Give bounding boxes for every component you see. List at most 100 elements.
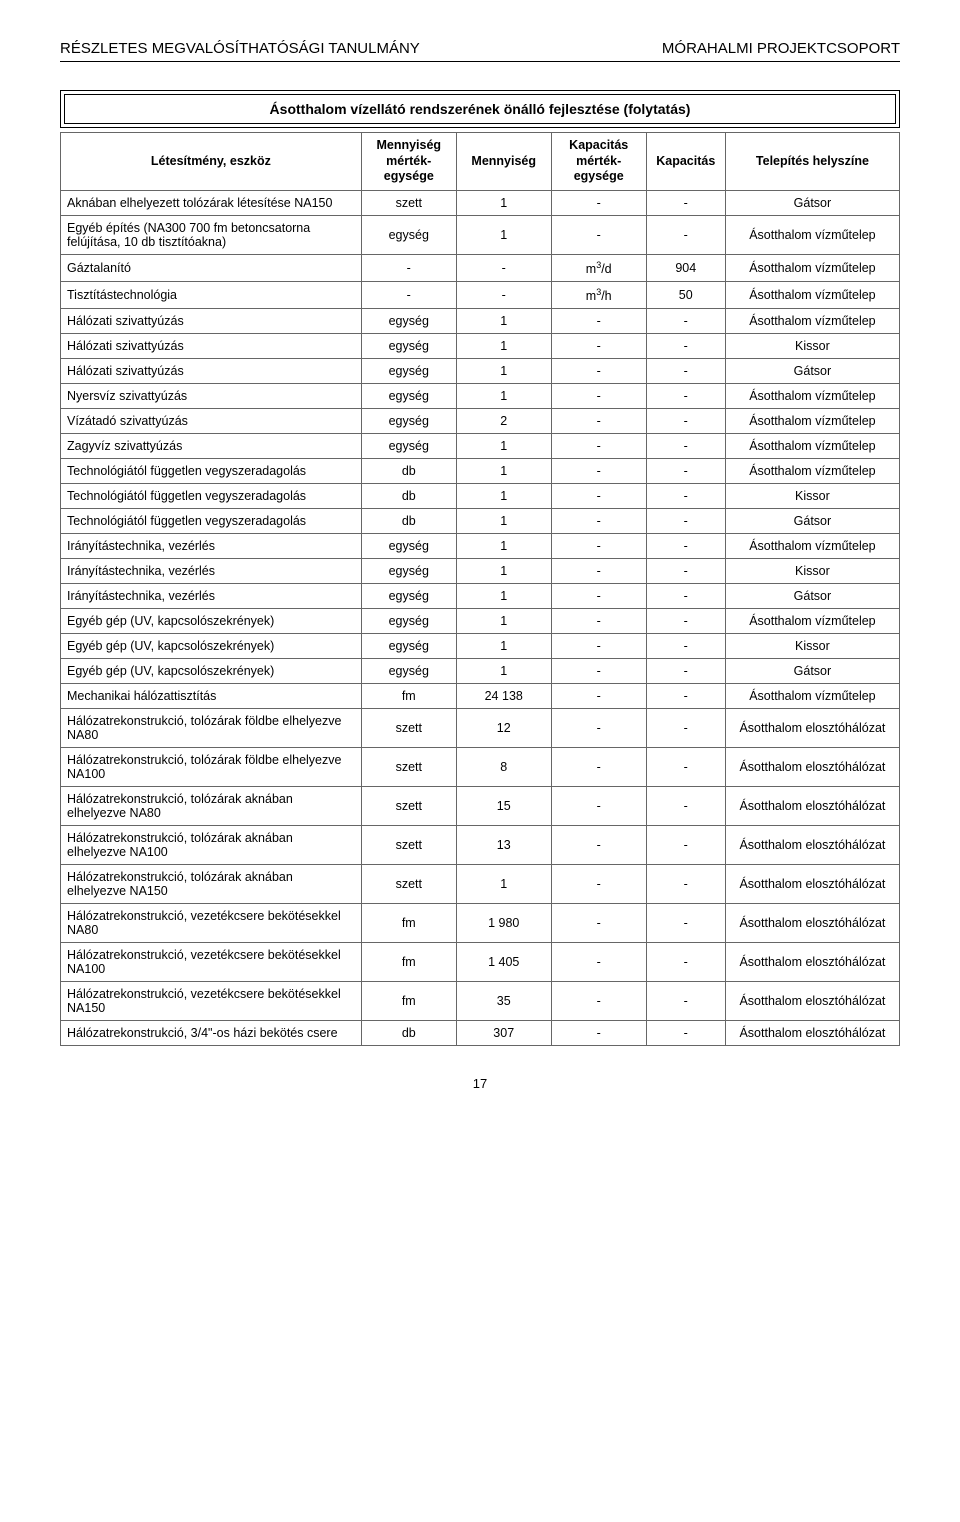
cell: 1 [456, 215, 551, 254]
table-row: Zagyvíz szivattyúzásegység1--Ásotthalom … [61, 434, 900, 459]
cell: - [551, 634, 646, 659]
cell: - [551, 982, 646, 1021]
cell: - [646, 748, 725, 787]
cell: egység [361, 584, 456, 609]
cell: szett [361, 865, 456, 904]
cell: db [361, 484, 456, 509]
table-row: Nyersvíz szivattyúzásegység1--Ásotthalom… [61, 384, 900, 409]
cell: Hálózati szivattyúzás [61, 334, 362, 359]
cell: Ásotthalom elosztóhálózat [725, 1021, 899, 1046]
cell: 1 [456, 190, 551, 215]
cell: Gátsor [725, 659, 899, 684]
table-row: Irányítástechnika, vezérlésegység1--Gáts… [61, 584, 900, 609]
table-row: Hálózatrekonstrukció, vezetékcsere beköt… [61, 982, 900, 1021]
cell: szett [361, 826, 456, 865]
table-row: Egyéb gép (UV, kapcsolószekrények)egység… [61, 609, 900, 634]
cell: Ásotthalom elosztóhálózat [725, 943, 899, 982]
cell: Hálózatrekonstrukció, 3/4"-os házi beköt… [61, 1021, 362, 1046]
cell: - [646, 190, 725, 215]
cell: - [551, 1021, 646, 1046]
cell: szett [361, 787, 456, 826]
cell: Technológiától független vegyszeradagolá… [61, 484, 362, 509]
cell: - [646, 409, 725, 434]
cell: Hálózatrekonstrukció, vezetékcsere beköt… [61, 943, 362, 982]
table-row: Technológiától független vegyszeradagolá… [61, 509, 900, 534]
cell: - [646, 709, 725, 748]
cell: 1 [456, 634, 551, 659]
cell: - [646, 943, 725, 982]
cell: szett [361, 748, 456, 787]
col-header: Mennyiség mérték-egysége [361, 133, 456, 191]
cell: - [646, 434, 725, 459]
cell: Ásotthalom elosztóhálózat [725, 787, 899, 826]
cell: Hálózatrekonstrukció, tolózárak földbe e… [61, 748, 362, 787]
cell: - [646, 1021, 725, 1046]
cell: Ásotthalom vízműtelep [725, 534, 899, 559]
cell: - [551, 904, 646, 943]
cell: Gátsor [725, 359, 899, 384]
cell: 1 980 [456, 904, 551, 943]
cell: 1 [456, 609, 551, 634]
cell: Egyéb építés (NA300 700 fm betoncsatorna… [61, 215, 362, 254]
cell: Mechanikai hálózattisztítás [61, 684, 362, 709]
cell: 35 [456, 982, 551, 1021]
col-header: Kapacitás [646, 133, 725, 191]
cell: - [551, 484, 646, 509]
cell: 1 [456, 459, 551, 484]
cell: 1 [456, 434, 551, 459]
page-header: RÉSZLETES MEGVALÓSÍTHATÓSÁGI TANULMÁNY M… [60, 40, 900, 62]
cell: szett [361, 190, 456, 215]
cell: Gáztalanító [61, 254, 362, 281]
table-row: Egyéb építés (NA300 700 fm betoncsatorna… [61, 215, 900, 254]
cell: 1 405 [456, 943, 551, 982]
cell: - [551, 943, 646, 982]
cell: Ásotthalom vízműtelep [725, 254, 899, 281]
cell: egység [361, 634, 456, 659]
cell: Kissor [725, 484, 899, 509]
cell: 50 [646, 282, 725, 309]
cell: 1 [456, 534, 551, 559]
header-right: MÓRAHALMI PROJEKTCSOPORT [662, 40, 900, 57]
cell: Hálózatrekonstrukció, tolózárak aknában … [61, 787, 362, 826]
cell: 1 [456, 484, 551, 509]
cell: Nyersvíz szivattyúzás [61, 384, 362, 409]
cell: - [646, 826, 725, 865]
cell: egység [361, 559, 456, 584]
table-row: Hálózatrekonstrukció, vezetékcsere beköt… [61, 943, 900, 982]
cell: - [551, 865, 646, 904]
cell: egység [361, 215, 456, 254]
cell: - [646, 787, 725, 826]
cell: - [551, 409, 646, 434]
cell: - [551, 215, 646, 254]
table-row: Irányítástechnika, vezérlésegység1--Kiss… [61, 559, 900, 584]
cell: - [646, 584, 725, 609]
cell: - [646, 904, 725, 943]
table-row: Hálózati szivattyúzásegység1--Ásotthalom… [61, 309, 900, 334]
data-table: Létesítmény, eszköz Mennyiség mérték-egy… [60, 132, 900, 1046]
cell: Technológiától független vegyszeradagolá… [61, 459, 362, 484]
cell: db [361, 1021, 456, 1046]
cell: Vízátadó szivattyúzás [61, 409, 362, 434]
cell: - [361, 254, 456, 281]
cell: - [646, 484, 725, 509]
table-row: Gáztalanító--m3/d904Ásotthalom vízműtele… [61, 254, 900, 281]
cell: - [551, 459, 646, 484]
table-row: Egyéb gép (UV, kapcsolószekrények)egység… [61, 659, 900, 684]
cell: - [551, 509, 646, 534]
cell: 1 [456, 584, 551, 609]
cell: Ásotthalom elosztóhálózat [725, 826, 899, 865]
cell: - [361, 282, 456, 309]
cell: - [551, 584, 646, 609]
cell: Tisztítástechnológia [61, 282, 362, 309]
cell: fm [361, 684, 456, 709]
page-number: 17 [60, 1076, 900, 1091]
cell: - [551, 684, 646, 709]
cell: Ásotthalom elosztóhálózat [725, 748, 899, 787]
cell: Hálózatrekonstrukció, vezetékcsere beköt… [61, 982, 362, 1021]
cell: Ásotthalom vízműtelep [725, 215, 899, 254]
cell: - [551, 748, 646, 787]
cell: - [646, 384, 725, 409]
cell: egység [361, 409, 456, 434]
cell: fm [361, 904, 456, 943]
cell: - [551, 609, 646, 634]
